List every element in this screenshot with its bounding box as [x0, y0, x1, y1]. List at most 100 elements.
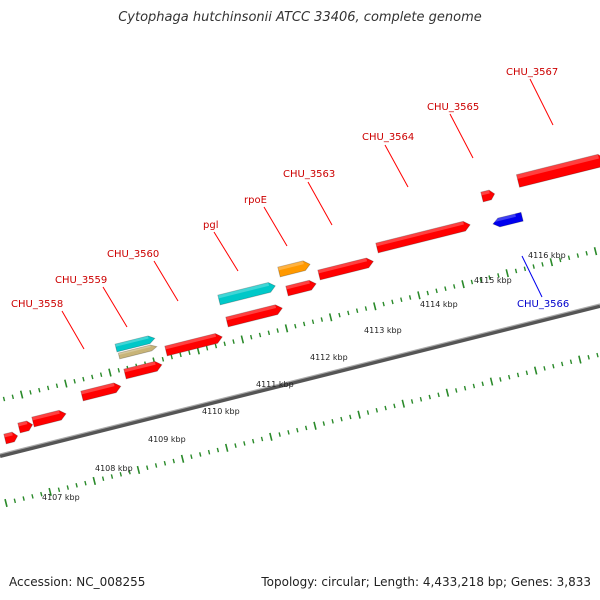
gene-arrow-outline	[225, 304, 283, 328]
forward-tick	[470, 279, 474, 285]
reverse-tick	[234, 443, 237, 448]
gene-arrow-shine	[225, 304, 277, 321]
forward-tick	[549, 258, 554, 267]
forward-tick	[302, 321, 306, 327]
gene-label-chu-3558: CHU_3558	[11, 299, 63, 310]
misc-feature-arrow-shine	[118, 345, 151, 356]
scale-label-4116: 4116 kbp	[528, 251, 566, 260]
forward-tick	[294, 323, 297, 329]
reverse-tick	[533, 366, 538, 375]
trna-arrow	[277, 260, 311, 278]
reverse-tick	[136, 465, 141, 474]
reverse-tick	[207, 449, 211, 455]
reverse-tick	[75, 483, 78, 488]
reverse-tick	[101, 476, 105, 482]
forward-tick	[461, 280, 465, 289]
gene-arrow	[123, 360, 163, 380]
reverse-tick	[57, 487, 61, 493]
gene-arrow-shine	[516, 154, 599, 179]
reverse-tick	[172, 458, 175, 464]
forward-tick	[382, 301, 385, 307]
gene-arrow-shine	[3, 432, 13, 438]
forward-tick	[82, 376, 85, 382]
reverse-tick	[366, 410, 370, 415]
reverse-tick	[243, 441, 246, 446]
gene-arrow-body	[225, 304, 283, 327]
reverse-tick	[455, 388, 458, 393]
forward-tick	[320, 317, 324, 322]
forward-tick	[46, 385, 50, 391]
forward-tick	[2, 396, 6, 402]
forward-tick	[267, 330, 271, 336]
reverse-tick	[92, 476, 97, 486]
reverse-tick	[489, 377, 494, 386]
label-leader	[521, 255, 543, 298]
forward-tick	[400, 297, 403, 302]
forward-tick	[532, 264, 535, 269]
forward-tick	[593, 247, 598, 256]
gene-arrow-body	[480, 190, 495, 202]
gene-arrow-outline	[515, 153, 600, 188]
gene-arrow-body	[285, 280, 317, 296]
forward-tick	[391, 299, 394, 305]
forward-tick	[179, 352, 182, 358]
forward-tick	[38, 387, 41, 393]
reverse-tick	[560, 361, 564, 367]
forward-tick	[214, 343, 218, 349]
gene-arrow-shine	[17, 420, 28, 427]
reverse-tick	[4, 498, 8, 508]
reverse-tick-row	[4, 352, 599, 508]
gene-arrow-shine	[80, 382, 115, 395]
reverse-tick	[216, 447, 220, 453]
forward-tick	[435, 288, 438, 294]
forward-tick	[117, 368, 120, 373]
forward-tick	[108, 368, 112, 377]
reverse-tick	[375, 407, 379, 413]
reverse-tick	[445, 388, 450, 397]
reverse-tick	[224, 443, 229, 452]
gene-arrow	[3, 431, 19, 445]
forward-tick	[99, 372, 103, 378]
reverse-tick	[401, 399, 406, 408]
forward-tick	[523, 266, 527, 272]
forward-tick	[355, 308, 359, 314]
gene-arrow-outline	[375, 220, 471, 254]
gene-arrow	[31, 409, 67, 428]
backbone-highlight	[0, 303, 600, 455]
forward-tick	[505, 269, 509, 278]
gene-arrow-outline	[285, 279, 317, 297]
genome-summary: Topology: circular; Length: 4,433,218 bp…	[261, 575, 591, 589]
forward-tick	[328, 313, 333, 322]
gene-arrow-shine	[123, 361, 156, 373]
reverse-tick	[154, 463, 158, 468]
gene-arrow-outline	[80, 382, 122, 402]
gene-arrow	[515, 153, 600, 188]
rrna-arrow-body	[217, 282, 276, 305]
gene-label-chu-3567: CHU_3567	[506, 67, 558, 78]
forward-tick	[347, 310, 350, 316]
forward-tick	[444, 286, 447, 291]
gene-label-chu-3566: CHU_3566	[517, 299, 569, 310]
scale-labels: 4107 kbp 4108 kbp 4109 kbp 4110 kbp 4111 kbp…	[42, 251, 566, 502]
gene-arrow-body	[17, 420, 33, 433]
reverse-tick	[393, 403, 396, 409]
reverse-tick	[110, 474, 114, 479]
misc-feature-arrow	[117, 344, 158, 360]
gene-arrow	[80, 382, 122, 402]
gene-arrow-outline	[31, 409, 67, 428]
gene-label-pgl: pgl	[203, 220, 218, 231]
gene-arrow-shine	[375, 221, 464, 247]
reverse-tick	[66, 485, 70, 490]
reverse-tick	[304, 425, 308, 431]
reverse-tick	[543, 366, 546, 371]
gene-arrow-outline	[17, 420, 34, 434]
gene-arrow	[17, 420, 34, 434]
reverse-tick	[472, 383, 476, 389]
reverse-tick	[31, 494, 34, 499]
reverse-tick	[84, 480, 87, 486]
rrna-arrow-outline	[114, 335, 156, 353]
scale-label-4109: 4109 kbp	[148, 435, 186, 444]
forward-tick	[170, 354, 173, 360]
forward-tick	[11, 394, 15, 400]
gene-arrow-body	[164, 333, 223, 356]
